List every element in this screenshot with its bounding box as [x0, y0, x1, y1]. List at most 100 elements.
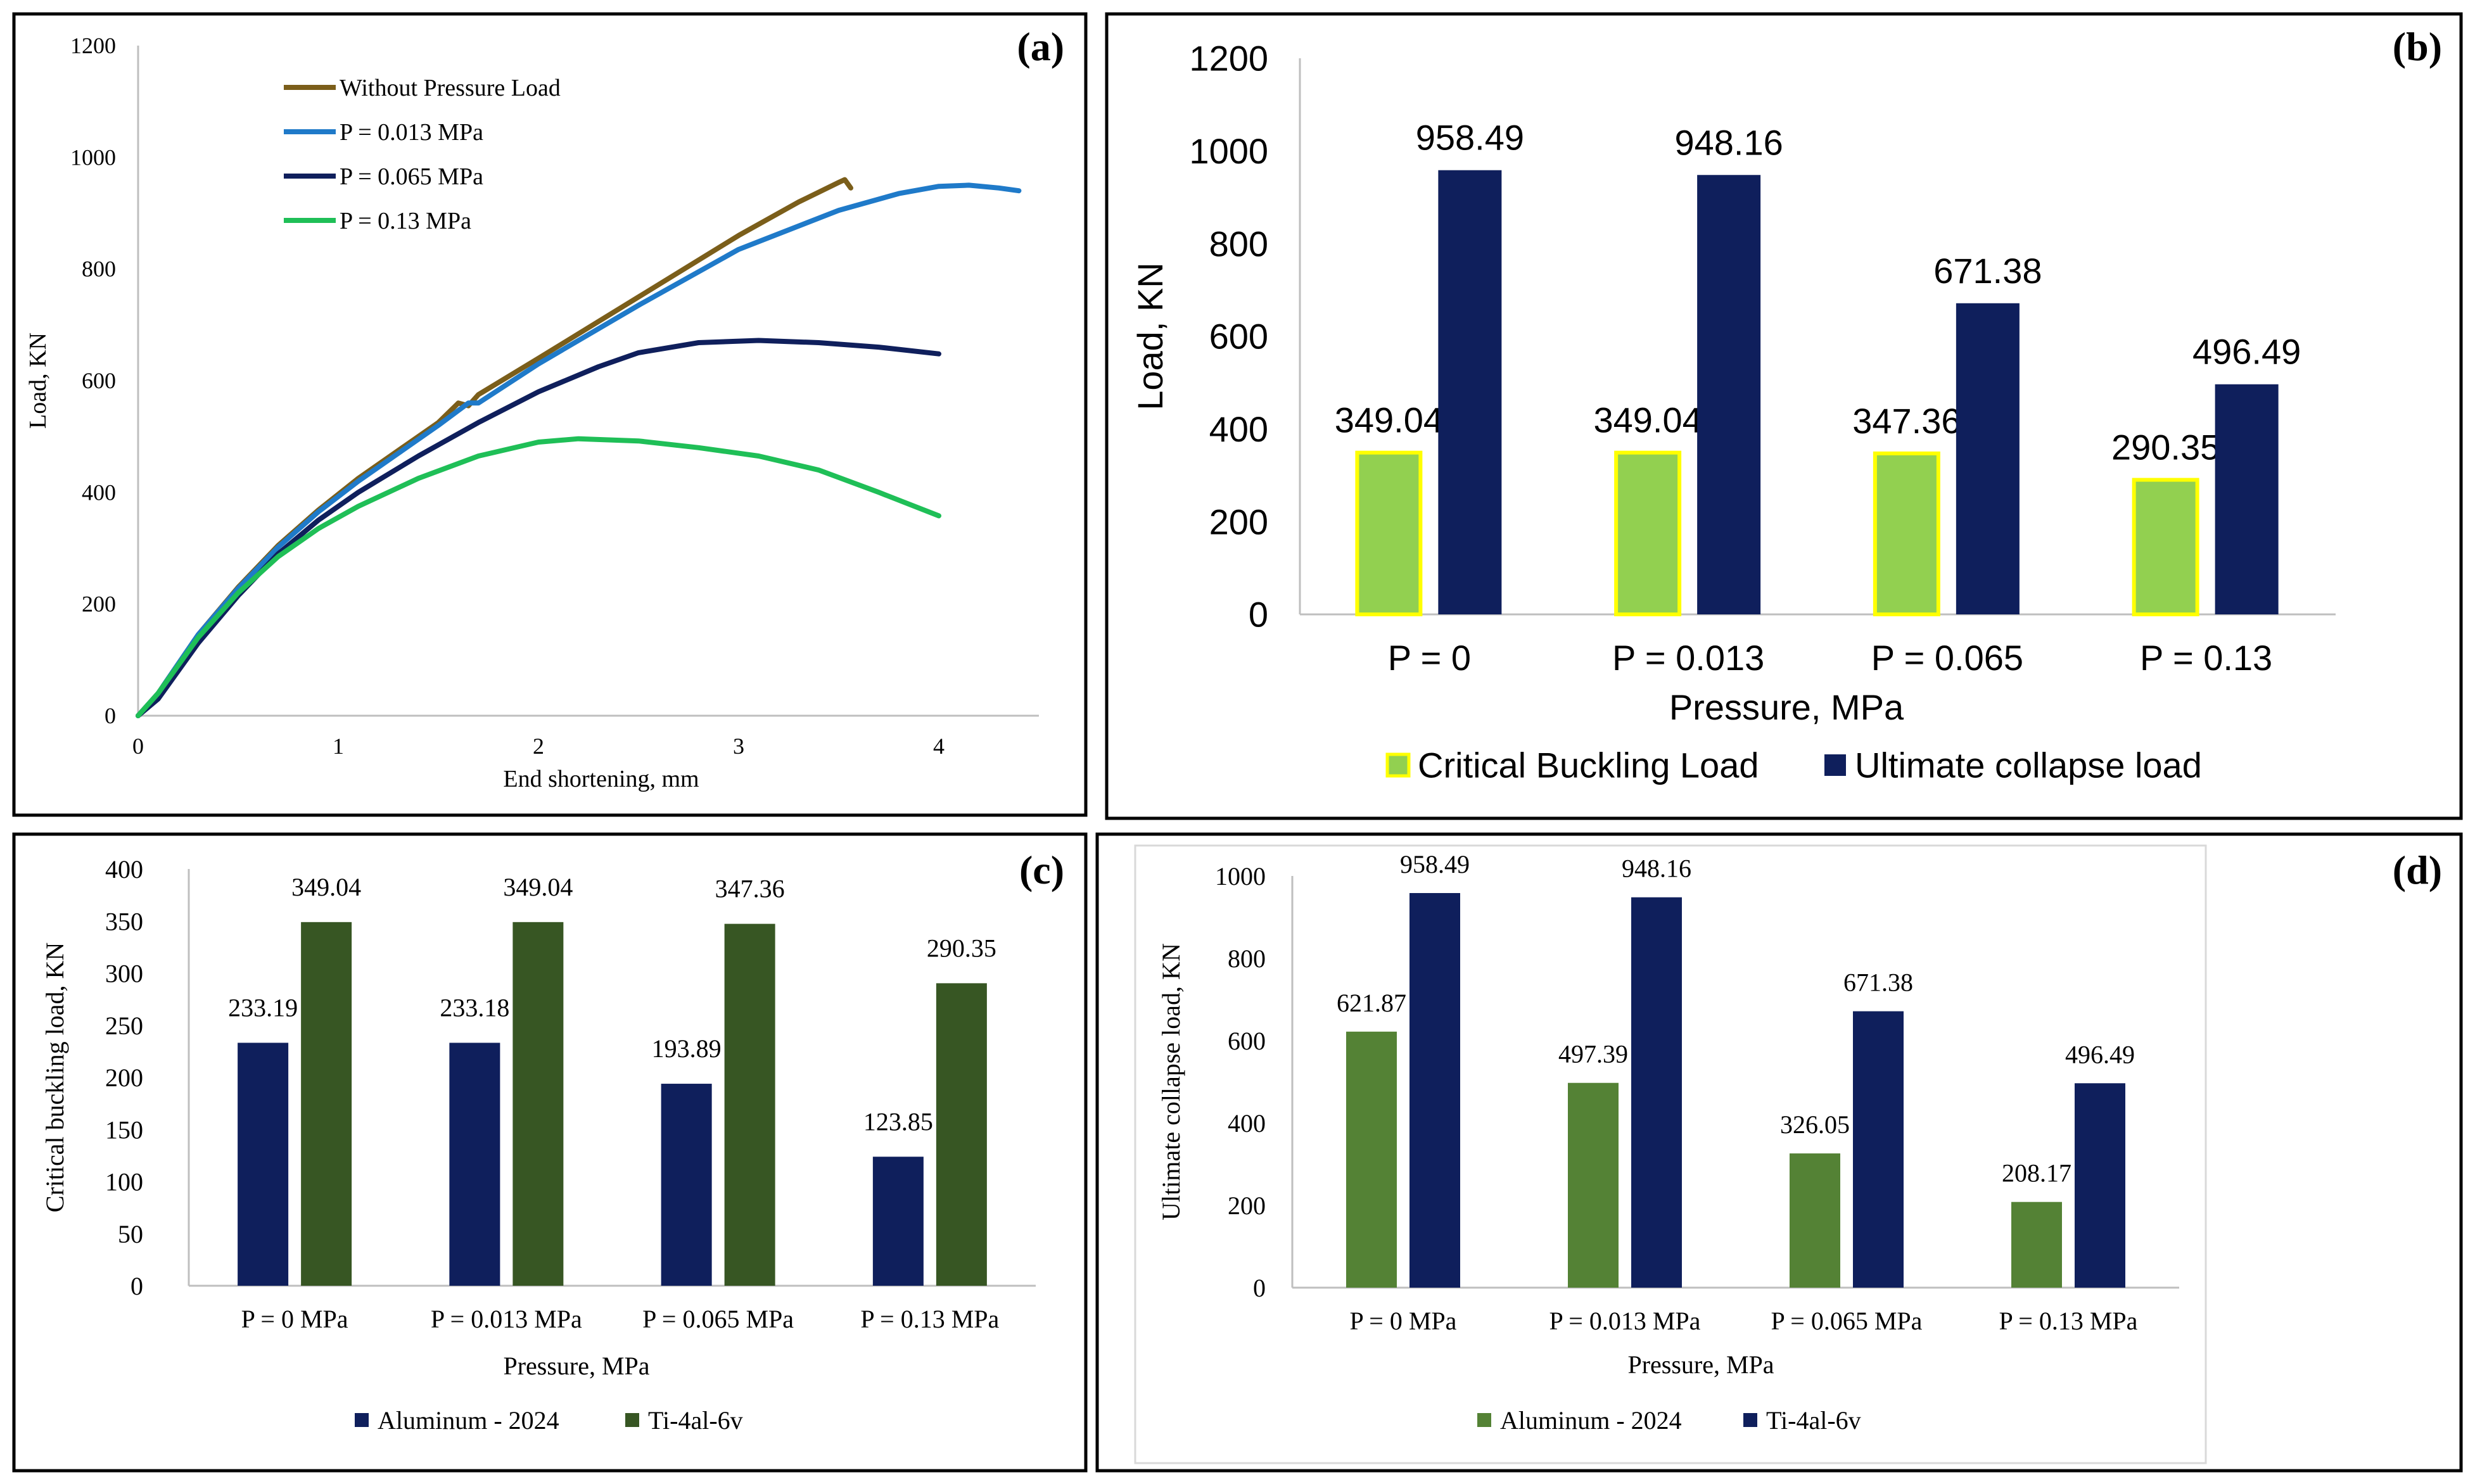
legend-label: Aluminum - 2024	[378, 1406, 559, 1435]
panel-a-label: (a)	[1017, 24, 1064, 69]
y-tick-label: 800	[82, 257, 116, 282]
data-label: 349.04	[291, 873, 361, 901]
bar-2	[1853, 1011, 1904, 1288]
bar-2	[1438, 170, 1502, 614]
bar-2	[724, 923, 775, 1286]
y-tick-label: 1200	[70, 33, 116, 58]
bar-2	[2075, 1083, 2125, 1288]
y-axis-title: Critical buckling load, KN	[41, 942, 69, 1213]
category-label: P = 0.013 MPa	[1549, 1307, 1701, 1335]
y-tick-label: 800	[1228, 944, 1266, 973]
legend-label: Ti-4al-6v	[1766, 1406, 1861, 1435]
legend-swatch	[1385, 752, 1411, 778]
x-tick-label: 4	[933, 733, 945, 759]
bar-2	[936, 983, 987, 1286]
bar-2	[1631, 897, 1682, 1288]
panel-c-label: (c)	[1019, 847, 1064, 892]
category-label: P = 0.13 MPa	[860, 1305, 999, 1333]
y-tick-label: 400	[1228, 1109, 1266, 1138]
y-tick-label: 600	[1209, 317, 1268, 357]
legend-swatch	[1824, 754, 1846, 776]
category-label: P = 0 MPa	[241, 1305, 348, 1333]
x-axis-title: Pressure, MPa	[1669, 687, 1904, 727]
x-tick-label: 1	[333, 733, 344, 759]
bar-2	[1697, 175, 1761, 614]
legend-label: Without Pressure Load	[340, 75, 561, 101]
data-label: 958.49	[1400, 850, 1470, 878]
x-tick-label: 0	[132, 733, 144, 759]
category-label: P = 0.065 MPa	[642, 1305, 794, 1333]
legend-label: Ultimate collapse load	[1855, 745, 2202, 785]
series-line-4	[136, 436, 941, 718]
y-tick-label: 150	[105, 1115, 143, 1144]
bar-1	[449, 1043, 500, 1286]
legend-label: Critical Buckling Load	[1418, 745, 1759, 785]
x-axis-title: Pressure, MPa	[1627, 1350, 1774, 1379]
y-tick-label: 1000	[1215, 862, 1266, 891]
y-tick-label: 600	[1228, 1027, 1266, 1055]
data-label: 349.04	[1335, 400, 1443, 440]
data-label: 349.04	[1593, 400, 1702, 440]
series-line-3	[136, 338, 941, 718]
y-tick-label: 1000	[70, 144, 116, 170]
legend-swatch	[355, 1413, 369, 1427]
chart-d: 0 200 400 600 800 1000 P = 0 MPa 621.87 958.49 P …	[1157, 850, 2179, 1435]
y-tick-label: 1000	[1189, 131, 1268, 171]
bar-1	[2011, 1202, 2062, 1288]
y-axis-title: Load, KN	[25, 333, 51, 429]
series-line-2	[136, 182, 1022, 718]
data-label: 671.38	[1843, 968, 1913, 997]
y-tick-label: 100	[105, 1168, 143, 1196]
data-label: 208.17	[2002, 1159, 2071, 1188]
legend-swatch	[625, 1413, 639, 1427]
x-tick-label: 3	[733, 733, 744, 759]
legend-swatch	[1743, 1413, 1757, 1427]
bar-2	[1409, 892, 1460, 1288]
y-tick-label: 200	[105, 1063, 143, 1092]
legend-label: Ti-4al-6v	[648, 1406, 743, 1435]
bar-2	[512, 922, 564, 1286]
x-axis-title: End shortening, mm	[503, 766, 699, 792]
legend-swatch	[1477, 1413, 1491, 1427]
bar-1	[661, 1084, 712, 1286]
x-axis-title: Pressure, MPa	[503, 1352, 649, 1380]
y-tick-label: 0	[1253, 1274, 1266, 1302]
y-tick-label: 0	[130, 1272, 143, 1300]
category-label: P = 0.13	[2140, 638, 2272, 678]
bar-1	[1873, 451, 1940, 616]
legend-label: P = 0.13 MPa	[340, 208, 471, 234]
category-label: P = 0.013 MPa	[431, 1305, 582, 1333]
data-label: 233.18	[440, 993, 509, 1022]
data-label: 123.85	[863, 1107, 933, 1136]
data-label: 621.87	[1337, 989, 1406, 1017]
panel-c-frame	[12, 832, 1088, 1473]
data-label: 193.89	[652, 1034, 722, 1063]
category-label: P = 0 MPa	[1350, 1307, 1457, 1335]
bar-1	[872, 1157, 924, 1286]
data-label: 496.49	[2192, 332, 2301, 372]
data-label: 290.35	[2111, 428, 2220, 467]
bar-1	[2132, 478, 2199, 617]
y-tick-label: 0	[1249, 595, 1268, 635]
panel-d-frame	[1095, 832, 2463, 1473]
data-label: 496.49	[2065, 1040, 2135, 1069]
chart-c: 0 50 100 150 200 250 300 350 400 P = 0 MPa 233.19 3…	[41, 855, 1036, 1435]
bar-2	[1956, 303, 2020, 614]
chart-a: 0 200 400 600 800 1000 1200 0 1 2 3 4 End shortening…	[25, 33, 1039, 792]
y-tick-label: 200	[1209, 502, 1268, 542]
bar-2	[2215, 384, 2279, 614]
panel-b-frame	[1105, 12, 2463, 820]
panel-d-inner-frame	[1134, 844, 2207, 1464]
data-label: 290.35	[927, 934, 996, 962]
category-label: P = 0.065 MPa	[1771, 1307, 1923, 1335]
y-tick-label: 1200	[1189, 39, 1268, 79]
legend-label: P = 0.065 MPa	[340, 163, 483, 190]
y-tick-label: 400	[105, 855, 143, 884]
bar-1	[1346, 1031, 1397, 1288]
bar-1	[1790, 1153, 1840, 1288]
series-line-1	[136, 177, 853, 718]
category-label: P = 0.065	[1871, 638, 2023, 678]
data-label: 671.38	[1933, 251, 2042, 291]
panel-a-frame	[12, 12, 1088, 817]
